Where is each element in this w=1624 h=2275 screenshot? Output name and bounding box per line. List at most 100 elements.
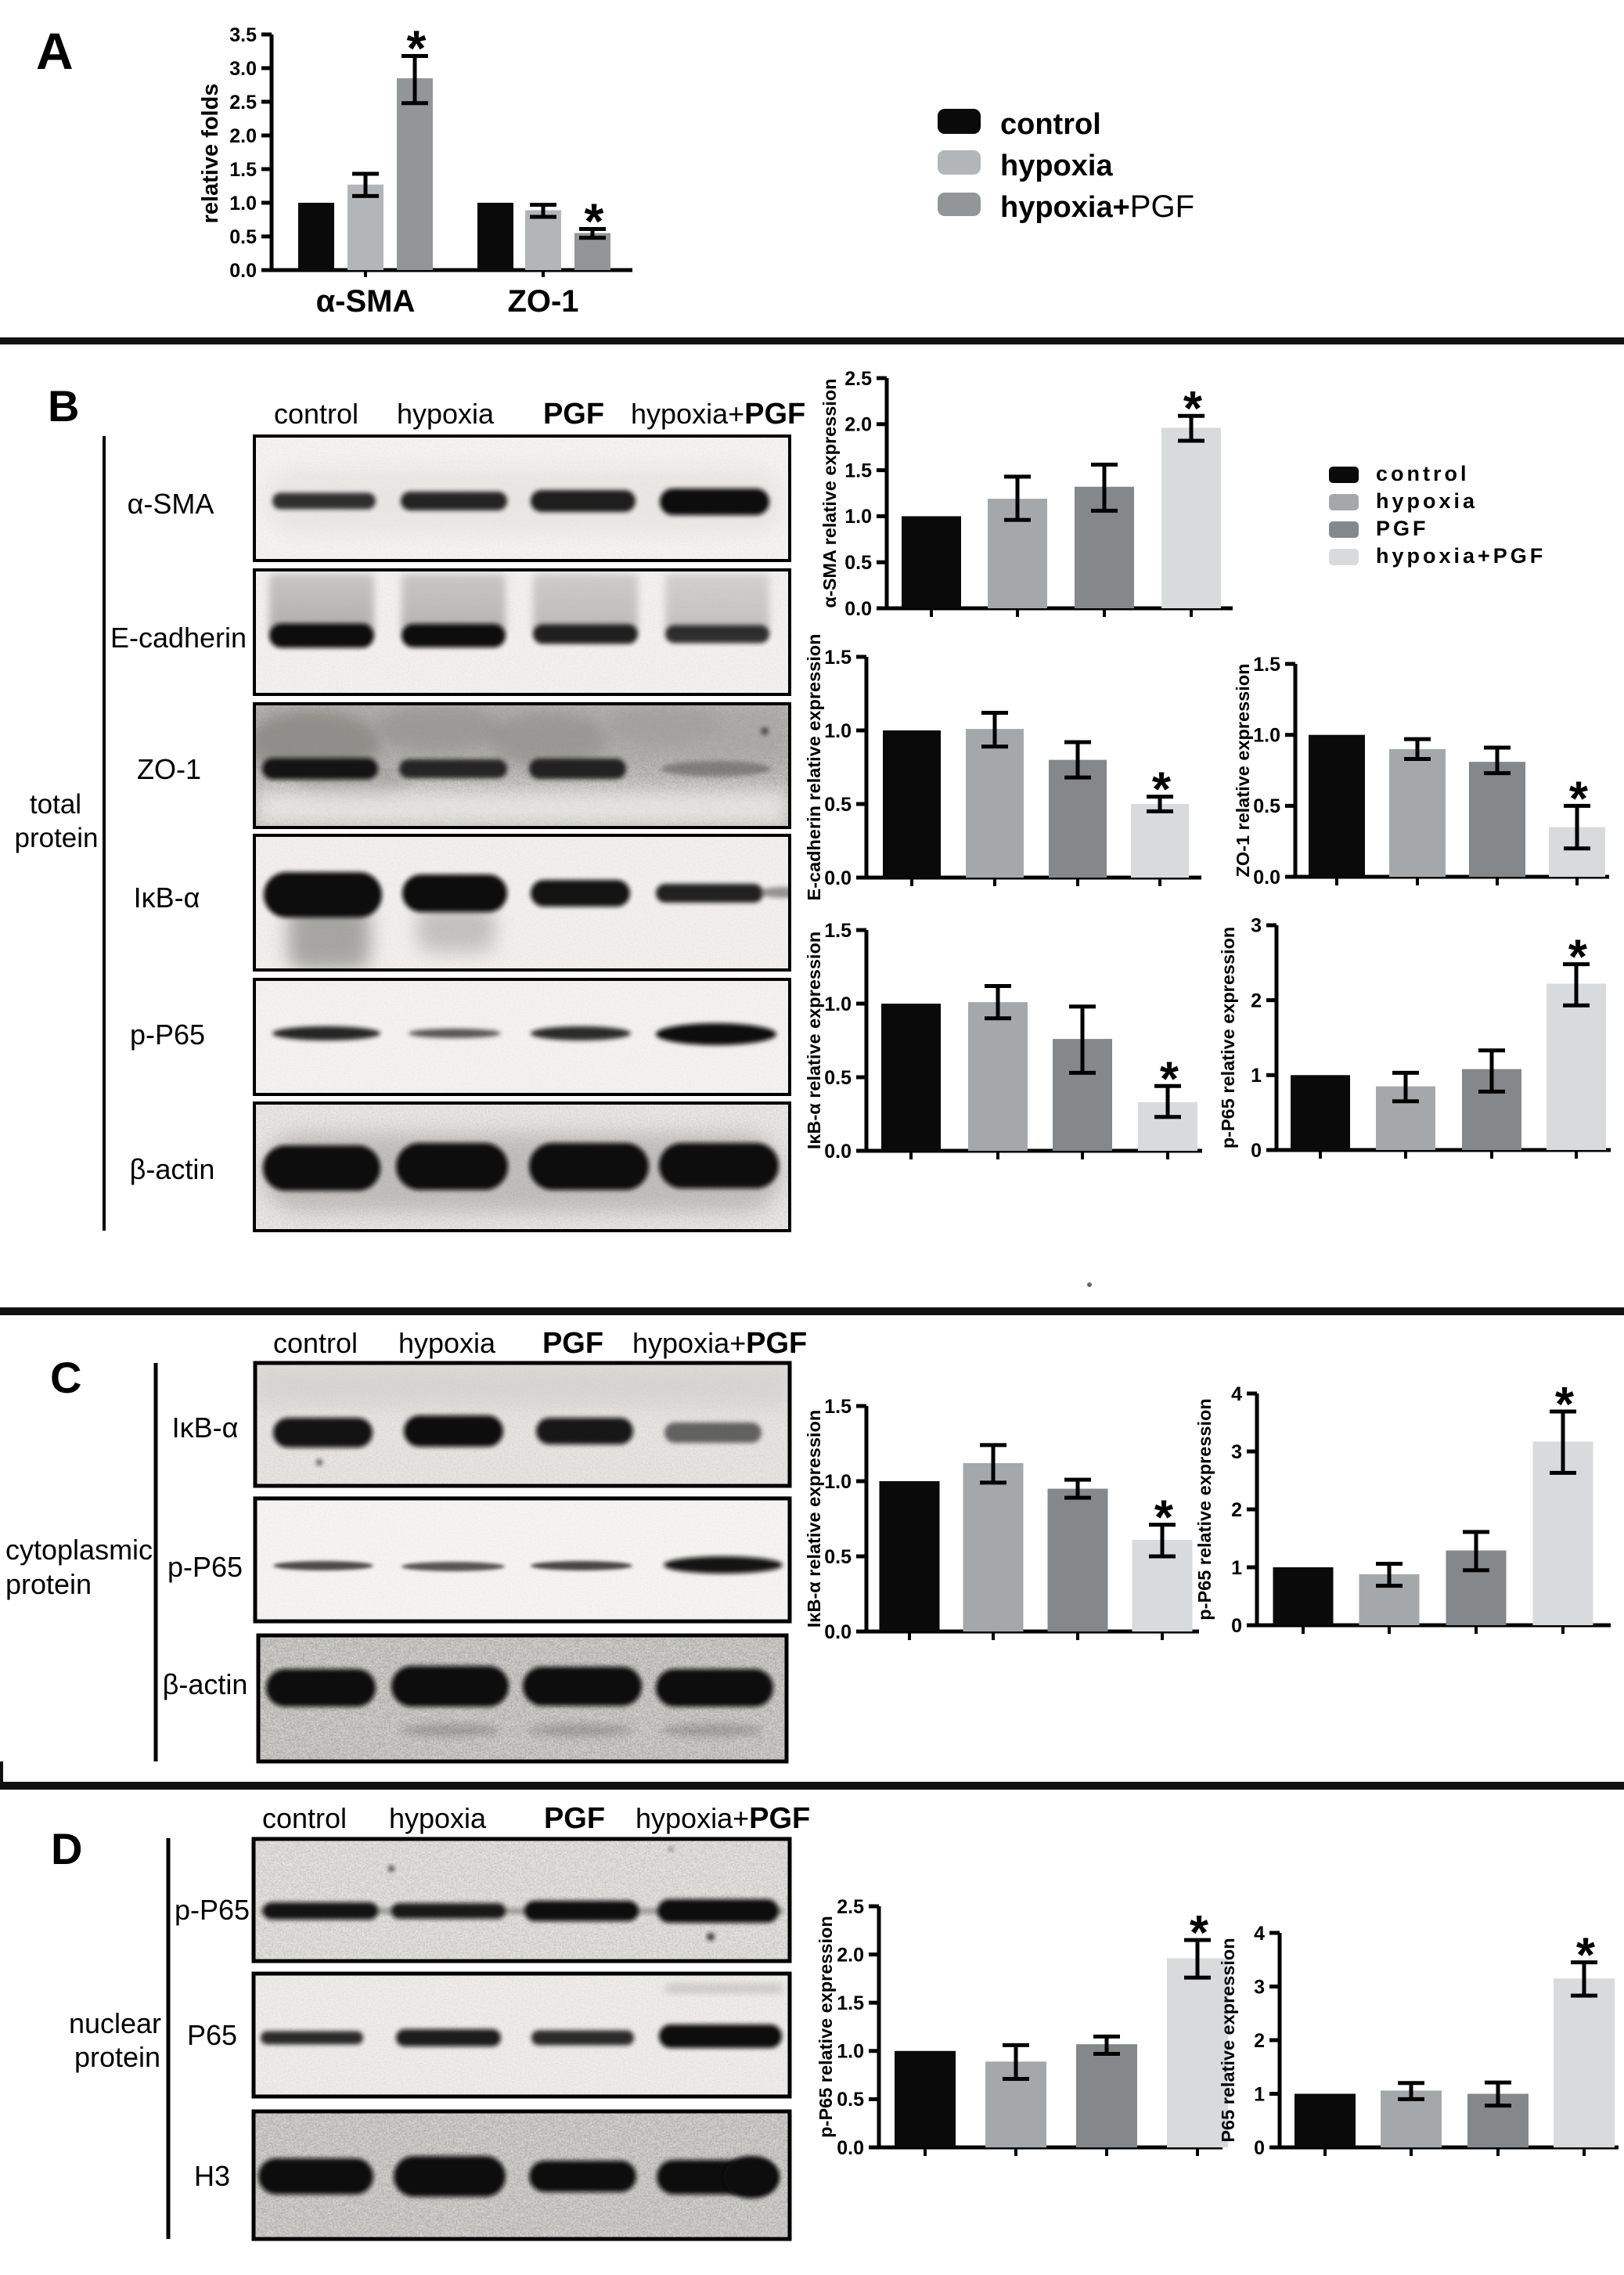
svg-text:*: * [1190, 1906, 1209, 1960]
svg-text:1.5: 1.5 [844, 460, 872, 481]
svg-text:0.5: 0.5 [229, 226, 257, 248]
svg-text:p-P65: p-P65 [130, 1019, 205, 1051]
svg-text:2.5: 2.5 [229, 92, 257, 114]
svg-text:hypoxia+PGF: hypoxia+PGF [631, 398, 805, 431]
svg-text:*: * [1154, 1491, 1174, 1545]
svg-text:ZO-1: ZO-1 [507, 284, 578, 319]
svg-text:1.0: 1.0 [229, 193, 257, 215]
svg-text:1.0: 1.0 [824, 993, 852, 1015]
svg-text:protein: protein [74, 2041, 160, 2073]
svg-text:IκB-α relative expression: IκB-α relative expression [804, 932, 824, 1149]
svg-text:2.5: 2.5 [844, 368, 872, 390]
svg-text:control: control [262, 1802, 347, 1834]
svg-text:2.0: 2.0 [837, 1944, 864, 1966]
svg-text:0.0: 0.0 [844, 598, 872, 620]
svg-text:3: 3 [1231, 1441, 1242, 1463]
svg-text:protein: protein [5, 1568, 92, 1600]
svg-text:PGF: PGF [543, 398, 604, 431]
svg-text:0.0: 0.0 [1253, 867, 1280, 889]
svg-text:4: 4 [1254, 1923, 1265, 1945]
svg-text:*: * [1569, 772, 1589, 826]
svg-text:β-actin: β-actin [130, 1153, 215, 1185]
svg-text:total: total [30, 789, 81, 820]
svg-text:3: 3 [1254, 1976, 1265, 1998]
svg-text:1: 1 [1254, 2083, 1265, 2105]
svg-text:1.0: 1.0 [824, 1471, 852, 1493]
svg-text:0.5: 0.5 [1253, 795, 1280, 817]
svg-text:3.0: 3.0 [229, 58, 257, 80]
svg-text:E-cadherin relative expression: E-cadherin relative expression [804, 634, 824, 901]
svg-text:0: 0 [1254, 2137, 1265, 2159]
svg-text:IκB-α: IκB-α [172, 1412, 239, 1444]
svg-text:IκB-α relative expression: IκB-α relative expression [804, 1410, 824, 1628]
svg-text:p-P65 relative expression: p-P65 relative expression [1218, 927, 1238, 1148]
svg-text:control: control [1000, 108, 1101, 141]
svg-text:p-P65: p-P65 [167, 1551, 243, 1583]
svg-text:0: 0 [1251, 1140, 1262, 1162]
svg-text:1.0: 1.0 [824, 720, 852, 742]
svg-text:1.0: 1.0 [1253, 724, 1280, 746]
svg-text:0.5: 0.5 [824, 1546, 852, 1568]
svg-text:2.0: 2.0 [844, 414, 872, 436]
svg-text:1.5: 1.5 [229, 159, 257, 181]
svg-text:hypoxia+PGF: hypoxia+PGF [1376, 544, 1546, 568]
svg-text:α-SMA: α-SMA [316, 284, 416, 319]
svg-text:cytoplasmic: cytoplasmic [5, 1534, 153, 1566]
svg-text:1.5: 1.5 [824, 1396, 852, 1418]
svg-text:protein: protein [14, 823, 98, 853]
svg-text:2: 2 [1251, 990, 1262, 1011]
svg-text:*: * [1555, 1378, 1575, 1432]
svg-text:0.5: 0.5 [837, 2089, 864, 2111]
svg-text:H3: H3 [194, 2160, 230, 2192]
svg-text:0.0: 0.0 [824, 1621, 852, 1643]
svg-text:0: 0 [1231, 1615, 1242, 1637]
svg-text:*: * [1576, 1929, 1596, 1983]
svg-text:α-SMA: α-SMA [128, 488, 214, 520]
svg-text:0.0: 0.0 [824, 1141, 852, 1163]
svg-text:1.0: 1.0 [837, 2041, 864, 2063]
svg-text:PGF: PGF [1376, 517, 1429, 540]
svg-text:α-SMA relative expression: α-SMA relative expression [819, 378, 840, 608]
svg-text:IκB-α: IκB-α [134, 882, 200, 914]
svg-text:ZO-1: ZO-1 [137, 753, 201, 785]
svg-text:p-P65: p-P65 [175, 1894, 250, 1926]
svg-text:nuclear: nuclear [69, 2007, 161, 2039]
svg-text:hypoxia+PGF: hypoxia+PGF [632, 1327, 807, 1360]
svg-text:1.0: 1.0 [844, 506, 872, 528]
svg-text:β-actin: β-actin [163, 1668, 248, 1700]
svg-text:hypoxia: hypoxia [397, 398, 495, 430]
svg-text:0.5: 0.5 [824, 794, 852, 816]
svg-text:A: A [36, 22, 74, 80]
svg-text:control: control [273, 1327, 358, 1359]
svg-text:*: * [585, 193, 604, 250]
svg-text:1: 1 [1251, 1065, 1262, 1087]
svg-text:control: control [1376, 462, 1470, 485]
svg-text:3: 3 [1251, 915, 1262, 937]
svg-text:4: 4 [1231, 1383, 1242, 1405]
svg-text:0.5: 0.5 [824, 1067, 852, 1089]
svg-text:0.5: 0.5 [844, 552, 872, 574]
svg-text:hypoxia: hypoxia [398, 1327, 496, 1359]
svg-text:relative folds: relative folds [198, 84, 223, 224]
svg-text:1.5: 1.5 [824, 647, 852, 669]
svg-text:*: * [1160, 1052, 1179, 1106]
svg-text:0.0: 0.0 [837, 2137, 864, 2159]
svg-text:1: 1 [1231, 1557, 1242, 1579]
svg-text:C: C [50, 1353, 81, 1402]
svg-text:hypoxia: hypoxia [1376, 489, 1478, 513]
svg-text:PGF: PGF [542, 1327, 603, 1360]
svg-text:P65: P65 [187, 2019, 237, 2051]
svg-text:3.5: 3.5 [229, 24, 257, 46]
svg-text:E-cadherin: E-cadherin [110, 622, 247, 654]
svg-text:2: 2 [1231, 1499, 1242, 1521]
svg-text:ZO-1 relative expression: ZO-1 relative expression [1233, 664, 1253, 878]
svg-text:p-P65 relative expression: p-P65 relative expression [816, 1916, 836, 2137]
svg-text:*: * [1183, 382, 1203, 436]
svg-text:2.5: 2.5 [837, 1896, 864, 1918]
svg-text:p-P65 relative expression: p-P65 relative expression [1194, 1398, 1215, 1620]
svg-text:0.0: 0.0 [229, 260, 257, 282]
svg-text:hypoxia+PGF: hypoxia+PGF [1000, 189, 1194, 224]
svg-text:*: * [1152, 763, 1172, 817]
svg-text:hypoxia: hypoxia [1000, 150, 1113, 182]
svg-text:*: * [1568, 931, 1588, 985]
